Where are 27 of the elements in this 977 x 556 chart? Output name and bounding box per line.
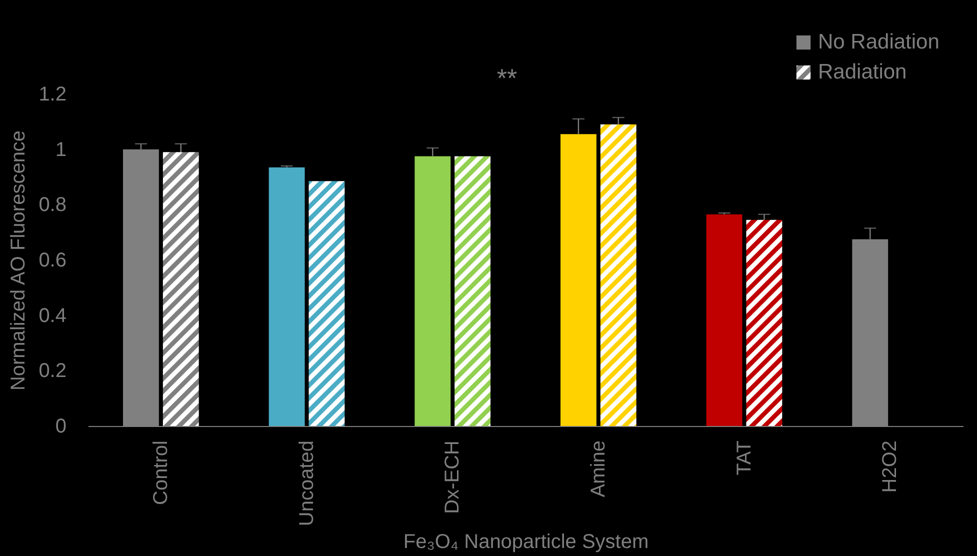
y-axis-title: Normalized AO Fluorescence <box>8 130 30 391</box>
x-tick-label: Control <box>150 440 172 505</box>
x-tick-label: Uncoated <box>296 440 318 526</box>
bar <box>414 156 451 426</box>
legend-label: Radiation <box>818 60 907 84</box>
x-tick-label: Dx-ECH <box>442 440 464 514</box>
bar <box>162 152 199 426</box>
bar <box>560 134 596 426</box>
bar <box>746 220 782 426</box>
x-tick-label: Amine <box>587 440 610 498</box>
legend-label: No Radiation <box>818 30 940 54</box>
y-tick-label: 0 <box>55 416 66 438</box>
bar <box>706 214 742 426</box>
x-tick-label: H2O2 <box>879 440 902 493</box>
text: ** <box>496 63 518 93</box>
bar <box>600 124 636 426</box>
y-tick-label: 1.2 <box>38 84 66 106</box>
y-tick-label: 1 <box>55 138 66 161</box>
x-tick-label: TAT <box>733 440 756 476</box>
bar <box>308 181 345 426</box>
y-tick-label: 0.8 <box>38 194 66 216</box>
x-axis-title: Fe₃O₄ Nanoparticle System <box>403 531 649 554</box>
bar <box>268 167 305 426</box>
y-tick-label: 0.4 <box>38 304 66 327</box>
y-tick-label: 0.2 <box>38 360 66 382</box>
y-tick-label: 0.6 <box>38 250 66 272</box>
bar <box>454 156 490 426</box>
